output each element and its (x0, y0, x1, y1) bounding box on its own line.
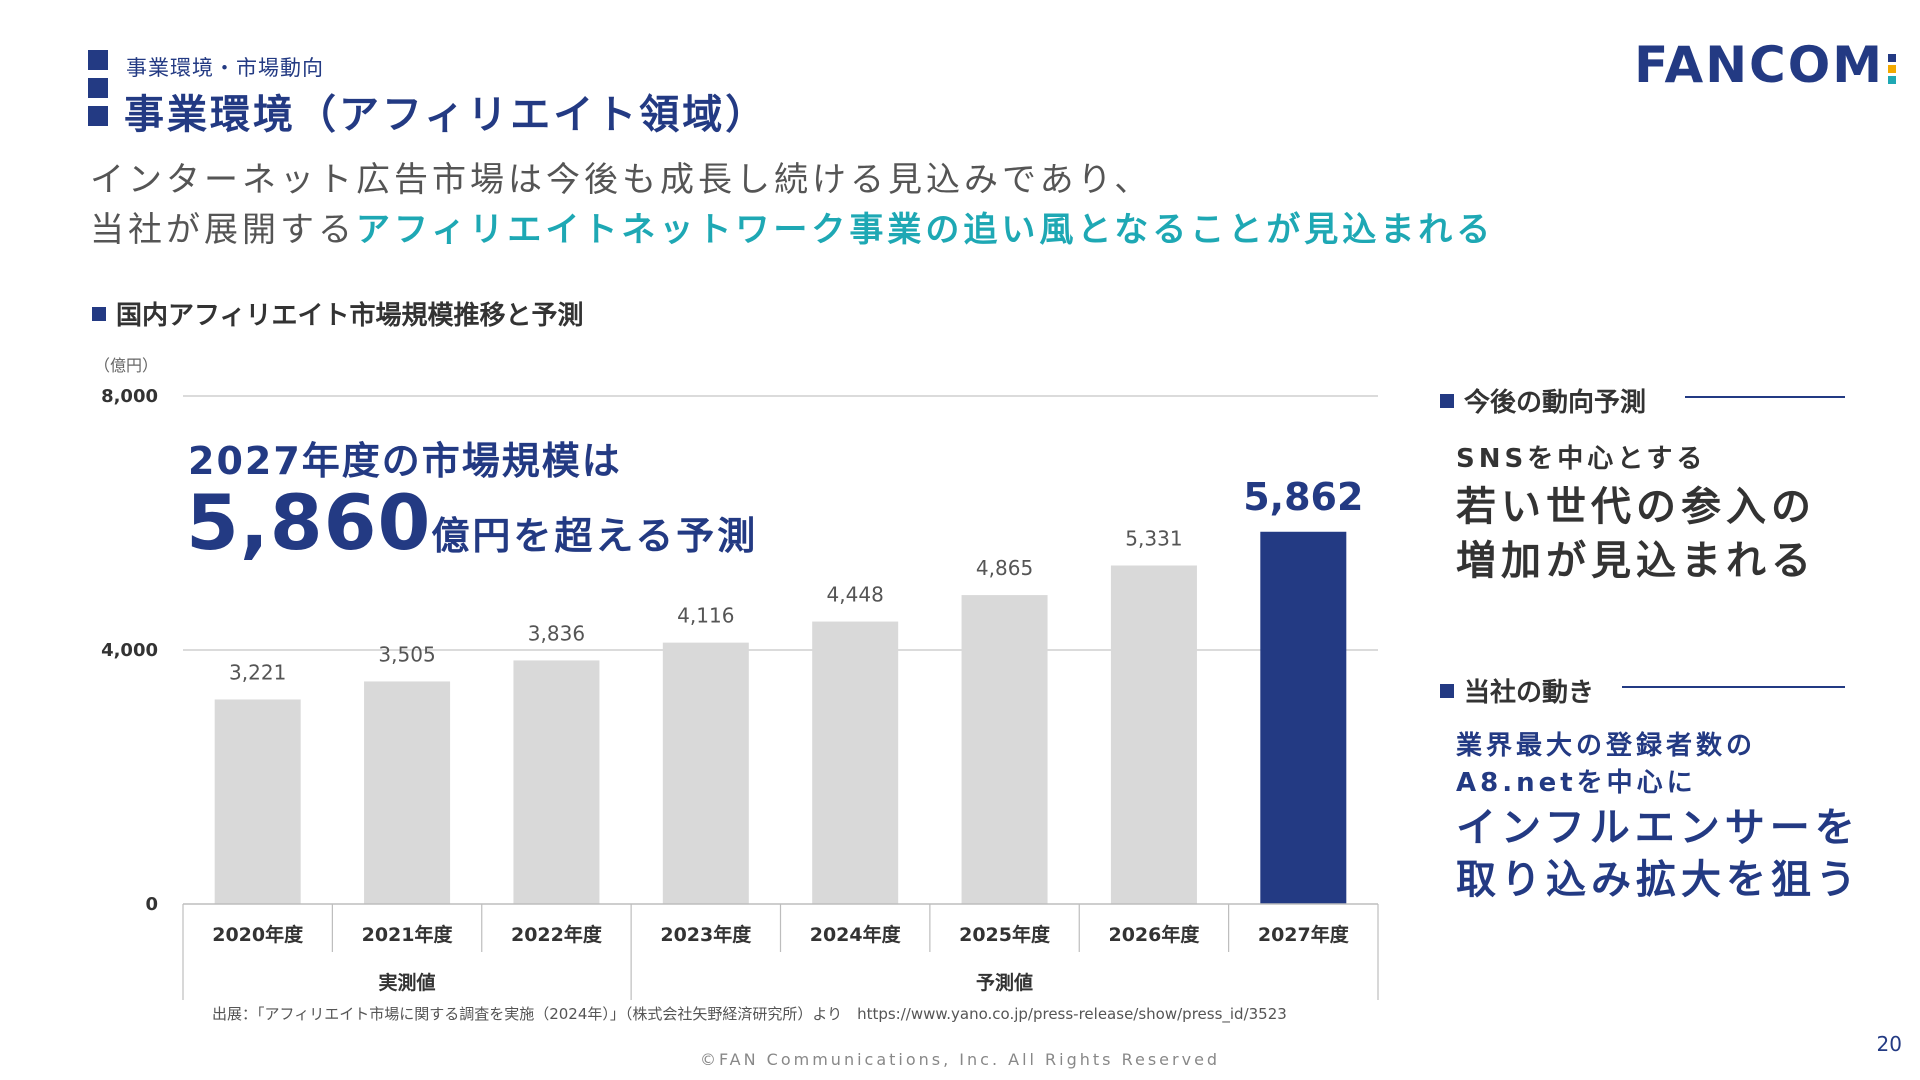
header-accent-block-1 (88, 50, 108, 70)
chart-section-title: 国内アフィリエイト市場規模推移と予測 (92, 295, 583, 332)
x-tick-label: 2024年度 (810, 923, 902, 946)
callout-figure: 5,860億円を超える予測 (186, 478, 758, 567)
outlook-big-line-1: 若い世代の参入の (1456, 484, 1816, 530)
header-accent-block-3 (88, 106, 108, 126)
company-logo: FANCOM (1634, 36, 1896, 94)
page-title: 事業環境（アフィリエイト領域） (124, 92, 769, 138)
y-tick-label: 8,000 (101, 386, 158, 407)
lead-line-1: インターネット広告市場は今後も成長し続ける見込みであり、 (90, 160, 1153, 200)
bar-value-label: 4,448 (827, 583, 884, 607)
page-number: 20 (1876, 1032, 1902, 1056)
bar (961, 595, 1048, 904)
x-tick-label: 2025年度 (959, 923, 1051, 946)
x-tick-label: 2021年度 (362, 923, 454, 946)
lead-line-2-plain: 当社が展開する (90, 210, 356, 250)
bar-value-label: 5,331 (1125, 526, 1182, 550)
bar (1110, 565, 1197, 904)
source-citation: 出展：「アフィリエイト市場に関する調査を実施（2024年）」（株式会社矢野経済研… (212, 1005, 1287, 1023)
callout-big-number: 5,860 (186, 478, 432, 567)
outlook-title: 今後の動向予測 (1440, 382, 1646, 419)
x-tick-label: 2026年度 (1108, 923, 1200, 946)
group-label: 実測値 (379, 971, 436, 994)
lead-line-2-highlight: アフィリエイトネットワーク事業の追い風となることが見込まれる (356, 210, 1495, 250)
company-big-line-2: 取り込み拡大を狙う (1456, 857, 1861, 903)
logo-square-yellow (1888, 64, 1896, 73)
x-tick-label: 2020年度 (212, 923, 304, 946)
company-sub-line-2: A8.netを中心に (1456, 768, 1697, 798)
bar (1260, 531, 1347, 904)
outlook-big-line-2: 増加が見込まれる (1456, 538, 1816, 584)
company-big-line-1: インフルエンサーを (1456, 805, 1860, 851)
x-tick-label: 2022年度 (511, 923, 603, 946)
outlook-title-text: 今後の動向予測 (1464, 388, 1647, 418)
bar (812, 621, 899, 904)
logo-square-teal (1888, 75, 1896, 84)
logo-square-navy (1888, 53, 1896, 62)
company-title-text: 当社の動き (1464, 678, 1595, 708)
logo-text: FANCOM (1634, 36, 1884, 94)
bar-value-label: 3,221 (229, 660, 286, 684)
company-divider (1622, 686, 1845, 688)
copyright: ©FAN Communications, Inc. All Rights Res… (699, 1050, 1221, 1069)
bar-value-label: 5,862 (1243, 475, 1363, 519)
bar-value-label: 3,836 (528, 621, 585, 645)
group-label: 予測値 (976, 971, 1033, 994)
market-size-bar-chart: 0 4,000 8,000 3,221 3,505 3,836 4,116 4,448 4,86… (101, 386, 1379, 1000)
bar-value-label: 3,505 (378, 642, 435, 666)
bar (214, 699, 301, 904)
header-accent-block-2 (88, 78, 108, 98)
company-sub-line-1: 業界最大の登録者数の (1456, 731, 1757, 761)
outlook-divider (1685, 396, 1845, 398)
bar-value-label: 4,865 (976, 556, 1033, 580)
breadcrumb: 事業環境・市場動向 (126, 56, 324, 80)
callout-headline: 2027年度の市場規模は (188, 439, 622, 483)
y-tick-label: 0 (145, 894, 158, 915)
chart-section-title-text: 国内アフィリエイト市場規模推移と予測 (116, 301, 584, 331)
section-marker-icon (92, 306, 106, 321)
y-axis-unit-label: （億円） (94, 356, 159, 375)
y-tick-label: 4,000 (101, 640, 158, 661)
section-marker-icon (1440, 393, 1454, 408)
bar (364, 681, 451, 904)
bar-value-label: 4,116 (677, 604, 734, 628)
callout-rest-text: 億円を超える予測 (431, 514, 759, 558)
section-marker-icon (1440, 683, 1454, 698)
bar (513, 660, 600, 904)
company-title: 当社の動き (1440, 672, 1594, 709)
lead-line-2: 当社が展開するアフィリエイトネットワーク事業の追い風となることが見込まれる (90, 202, 1494, 251)
x-tick-label: 2027年度 (1258, 923, 1350, 946)
bar (662, 642, 749, 904)
x-tick-label: 2023年度 (660, 923, 752, 946)
outlook-subtext: SNSを中心とする (1456, 444, 1707, 474)
